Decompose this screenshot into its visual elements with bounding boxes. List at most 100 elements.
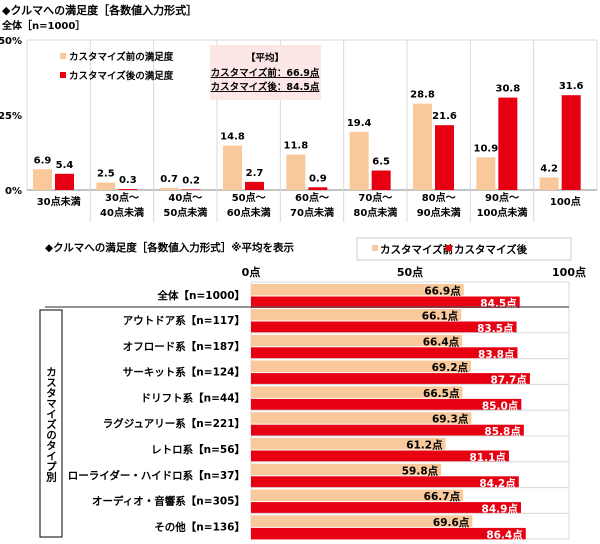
legend-label: カスタマイズ前 <box>380 243 454 256</box>
data-label: 10.9 <box>473 143 498 154</box>
category-label: オフロード系【n=187】 <box>123 340 245 353</box>
bar-before <box>251 334 463 347</box>
bar-after <box>251 373 530 385</box>
category-label: ローライダー・ハイドロ系【n=37】 <box>68 469 245 482</box>
bar-after <box>308 187 328 190</box>
bar-after <box>251 476 519 488</box>
category-label: アウトドア系【n=117】 <box>123 314 245 327</box>
category-label: ラグジュアリー系【n=221】 <box>103 417 245 430</box>
data-label: 84.9点 <box>482 503 519 516</box>
bar-before <box>251 412 472 424</box>
bar-before <box>96 182 116 190</box>
data-label: 69.3点 <box>432 413 469 426</box>
x-tick-label: 40点～ <box>168 191 202 204</box>
bar-after <box>251 321 517 333</box>
data-label: 19.4 <box>347 118 372 129</box>
bar-after <box>251 347 518 359</box>
bar-before <box>159 187 179 190</box>
data-label: 84.5点 <box>480 297 517 310</box>
data-label: 85.0点 <box>482 399 519 412</box>
legend-label: カスタマイズ前の満足度 <box>69 51 174 63</box>
bar-before <box>251 515 473 527</box>
x-tick-label: 90点未満 <box>417 206 461 219</box>
bar-after <box>118 189 138 190</box>
data-label: 61.2点 <box>406 439 443 452</box>
data-label: 66.5点 <box>423 387 460 400</box>
category-label: レトロ系【n=56】 <box>151 443 245 456</box>
data-label: 66.4点 <box>423 335 460 348</box>
y-tick-label: 50% <box>0 36 22 47</box>
data-label: 83.8点 <box>478 348 515 361</box>
data-label: 0.9 <box>309 173 327 184</box>
category-label: ドリフト系【n=44】 <box>141 391 245 404</box>
x-tick-label: 60点～ <box>295 191 329 204</box>
y-tick-label: 0% <box>5 186 22 197</box>
bar-before <box>251 438 446 450</box>
bar-after <box>371 170 391 190</box>
bar-after <box>251 527 526 540</box>
average-line: カスタマイズ前：66.9点 <box>211 67 320 79</box>
top-chart-subtitle: 全体［n=1000］ <box>2 21 86 32</box>
data-label: 2.7 <box>246 168 264 179</box>
data-label: 28.8 <box>410 90 435 101</box>
bottom-chart-title: ◆クルマへの満足度［各数値入力形式］※平均を表示 <box>45 242 294 254</box>
x-tick-label: 30点～ <box>105 191 139 204</box>
data-label: 21.6 <box>432 111 457 122</box>
data-label: 84.2点 <box>479 477 516 490</box>
top-bar-chart: 0% 25% 50% 30点未満 6.9 5.4 30点～ 40点未満 2.5 0.3 40点～ 50… <box>0 36 598 222</box>
bar-before <box>349 131 369 190</box>
bar-before <box>223 145 242 190</box>
bar-after <box>181 189 201 190</box>
data-label: 0.3 <box>119 175 137 186</box>
data-label: 66.1点 <box>422 310 459 323</box>
data-label: 31.6 <box>559 81 584 92</box>
bar-after <box>251 502 521 514</box>
data-label: 69.6点 <box>433 516 470 529</box>
y-tick-label: 25% <box>0 111 22 122</box>
bar-before <box>251 309 462 321</box>
data-label: 86.4点 <box>486 528 523 541</box>
x-tick-label: 30点未満 <box>37 195 81 208</box>
x-tick-label: 100点 <box>550 195 581 208</box>
x-tick-label: 80点未満 <box>353 206 397 219</box>
legend-swatch <box>446 245 452 251</box>
x-tick-label: 100点 <box>552 265 586 279</box>
x-tick-label: 50点未満 <box>163 206 207 219</box>
x-tick-label: 0点 <box>242 265 261 279</box>
legend-label: カスタマイズ後の満足度 <box>69 70 174 82</box>
x-tick-label: 90点～ <box>485 191 519 204</box>
data-label: 83.5点 <box>477 322 514 335</box>
data-label: 69.2点 <box>432 361 469 374</box>
bar-after <box>251 424 524 437</box>
x-tick-label: 100点未満 <box>477 206 528 219</box>
data-label: 0.7 <box>160 174 178 185</box>
data-label: 85.8点 <box>484 425 521 438</box>
bar-after <box>55 173 74 190</box>
data-label: 66.7点 <box>424 490 461 503</box>
data-label: 6.9 <box>34 155 52 166</box>
data-label: 4.2 <box>540 163 558 174</box>
bar-before <box>251 360 472 373</box>
bar-after <box>245 181 264 190</box>
bar-after <box>561 95 581 190</box>
data-label: 87.7点 <box>490 374 527 387</box>
bar-after <box>251 296 520 308</box>
data-label: 59.8点 <box>402 464 439 477</box>
x-tick-label: 60点未満 <box>227 206 271 219</box>
x-tick-label: 50点 <box>397 265 423 279</box>
x-tick-label: 80点～ <box>422 191 456 204</box>
legend-swatch <box>60 72 66 78</box>
data-label: 81.1点 <box>469 451 506 464</box>
bar-after <box>251 398 522 411</box>
data-label: 11.8 <box>283 141 308 152</box>
group-label: カスタマイズのタイプ別 <box>45 366 57 482</box>
bar-before <box>33 169 52 190</box>
x-tick-label: 50点～ <box>232 191 266 204</box>
bar-before <box>476 157 496 190</box>
data-label: 5.4 <box>56 160 74 171</box>
bar-before <box>251 284 464 296</box>
data-label: 0.2 <box>182 175 200 186</box>
category-label: オーディオ・音響系【n=305】 <box>92 495 245 508</box>
category-label: 全体【n=1000】 <box>157 289 246 302</box>
legend-swatch <box>60 53 66 59</box>
